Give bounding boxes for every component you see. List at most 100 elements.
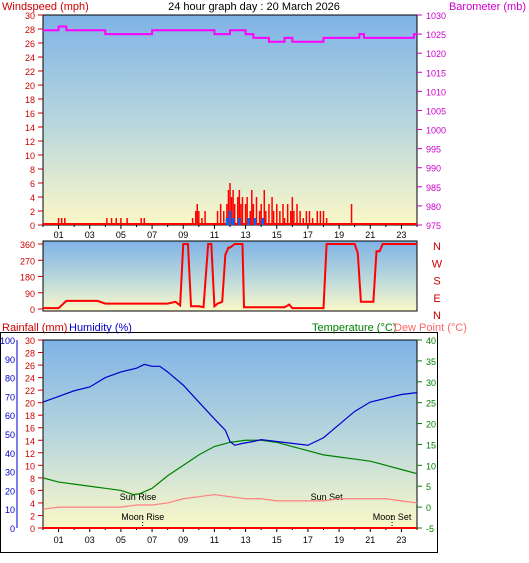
barometer-tick-label: 1015 bbox=[426, 68, 446, 78]
humidity-tick-label: 80 bbox=[5, 374, 15, 384]
sun-annotation: Sun Set bbox=[311, 492, 344, 502]
wind-x-tick-label: 13 bbox=[241, 230, 251, 240]
temp-x-tick-label: 21 bbox=[365, 535, 375, 545]
barometer-tick-label: 995 bbox=[426, 145, 441, 155]
windspeed-tick-label: 20 bbox=[25, 81, 35, 91]
compass-label: N bbox=[433, 241, 441, 253]
humidity-tick-label: 20 bbox=[5, 486, 15, 496]
dewpoint-axis-label: Dew Point (°C) bbox=[394, 322, 467, 334]
temp-x-tick-label: 01 bbox=[54, 535, 64, 545]
rainfall-tick-label: 20 bbox=[25, 399, 35, 409]
humidity-tick-label: 70 bbox=[5, 392, 15, 402]
windspeed-tick-label: 24 bbox=[25, 53, 35, 63]
temp-x-tick-label: 19 bbox=[334, 535, 344, 545]
windspeed-tick-label: 28 bbox=[25, 25, 35, 35]
temp-x-ticks: 01 03 05 07 09 11 13 15 17 19 21 23 bbox=[42, 528, 418, 545]
barometer-tick-label: 985 bbox=[426, 183, 441, 193]
temperature-tick-label: -5 bbox=[426, 524, 434, 534]
compass-label: N bbox=[433, 310, 441, 322]
temp-plot-area bbox=[42, 339, 418, 529]
humidity-tick-label: 60 bbox=[5, 411, 15, 421]
temp-x-tick-label: 13 bbox=[241, 535, 251, 545]
humidity-tick-label: 10 bbox=[5, 505, 15, 515]
temperature-tick-label: 40 bbox=[426, 336, 436, 346]
wind-x-tick-label: 15 bbox=[272, 230, 282, 240]
wind-x-tick-label: 03 bbox=[85, 230, 95, 240]
direction-tick-label: 0 bbox=[30, 305, 35, 315]
humidity-tick-label: 50 bbox=[5, 430, 15, 440]
direction-tick-label: 270 bbox=[20, 256, 35, 266]
direction-series bbox=[43, 243, 417, 310]
windspeed-tick-label: 8 bbox=[30, 165, 35, 175]
temperature-tick-label: 20 bbox=[426, 420, 436, 430]
rainfall-axis-label: Rainfall (mm) bbox=[2, 322, 67, 334]
windspeed-tick-label: 22 bbox=[25, 67, 35, 77]
wind-x-tick-label: 17 bbox=[303, 230, 313, 240]
rainfall-tick-label: 6 bbox=[30, 486, 35, 496]
rainfall-tick-label: 10 bbox=[25, 461, 35, 471]
temperature-tick-label: 30 bbox=[426, 378, 436, 388]
temperature-tick-label: 15 bbox=[426, 440, 436, 450]
barometer-tick-label: 1005 bbox=[426, 106, 446, 116]
windspeed-tick-label: 12 bbox=[25, 137, 35, 147]
compass-label: S bbox=[433, 276, 440, 288]
barometer-tick-label: 980 bbox=[426, 202, 441, 212]
rainfall-tick-label: 30 bbox=[25, 336, 35, 346]
temperature-axis-label: Temperature (°C) bbox=[312, 322, 396, 334]
windspeed-tick-label: 16 bbox=[25, 109, 35, 119]
temp-x-tick-label: 07 bbox=[147, 535, 157, 545]
humidity-ticks: 0 10 20 30 40 50 60 70 80 90 100 bbox=[0, 336, 18, 534]
barometer-axis-label: Barometer (mb) bbox=[449, 1, 526, 13]
wind-x-tick-label: 23 bbox=[396, 230, 406, 240]
direction-tick-label: 360 bbox=[20, 240, 35, 250]
rainfall-tick-label: 16 bbox=[25, 424, 35, 434]
temp-x-tick-label: 17 bbox=[303, 535, 313, 545]
rainfall-tick-label: 18 bbox=[25, 411, 35, 421]
humidity-axis-label: Humidity (%) bbox=[69, 322, 132, 334]
rainfall-tick-label: 22 bbox=[25, 386, 35, 396]
chart-title: 24 hour graph day : 20 March 2026 bbox=[168, 1, 340, 13]
compass-label: E bbox=[433, 293, 440, 305]
temperature-line bbox=[42, 439, 418, 496]
temp-x-tick-label: 05 bbox=[116, 535, 126, 545]
rainfall-tick-label: 4 bbox=[30, 499, 35, 509]
wind-x-tick-label: 01 bbox=[54, 230, 64, 240]
barometer-line bbox=[43, 25, 417, 43]
barometer-tick-label: 1000 bbox=[426, 126, 446, 136]
wind-x-tick-label: 05 bbox=[116, 230, 126, 240]
temperature-tick-label: 0 bbox=[426, 503, 431, 513]
humidity-tick-label: 30 bbox=[5, 468, 15, 478]
temperature-tick-label: 25 bbox=[426, 399, 436, 409]
humidity-tick-label: 40 bbox=[5, 449, 15, 459]
temperature-ticks: -5 0 5 10 15 20 25 30 35 40 bbox=[417, 336, 436, 534]
windspeed-tick-label: 26 bbox=[25, 39, 35, 49]
humidity-tick-label: 90 bbox=[5, 355, 15, 365]
direction-tick-label: 90 bbox=[25, 289, 35, 299]
dewpoint-line bbox=[42, 493, 418, 510]
windspeed-tick-label: 6 bbox=[30, 179, 35, 189]
humidity-tick-label: 100 bbox=[0, 336, 15, 346]
windspeed-tick-label: 10 bbox=[25, 151, 35, 161]
windspeed-axis-label: Windspeed (mph) bbox=[2, 1, 89, 13]
direction-plot-area bbox=[42, 240, 418, 312]
barometer-tick-label: 990 bbox=[426, 164, 441, 174]
wind-x-tick-label: 11 bbox=[210, 230, 219, 240]
compass-label: W bbox=[432, 258, 443, 270]
rainfall-tick-label: 0 bbox=[30, 524, 35, 534]
rainfall-tick-label: 28 bbox=[25, 349, 35, 359]
windspeed-tick-label: 30 bbox=[25, 11, 35, 21]
wind-x-ticks: 01 03 05 07 09 11 13 15 17 19 21 23 bbox=[42, 225, 418, 240]
windspeed-tick-label: 14 bbox=[25, 123, 35, 133]
temperature-tick-label: 35 bbox=[426, 357, 436, 367]
windspeed-tick-label: 2 bbox=[30, 207, 35, 217]
humidity-line bbox=[42, 363, 418, 446]
windspeed-tick-label: 4 bbox=[30, 193, 35, 203]
barometer-ticks: 975 980 985 990 995 1000 1005 1010 1015 1020 1025 1… bbox=[417, 11, 446, 231]
temp-x-tick-label: 09 bbox=[178, 535, 188, 545]
rainfall-tick-label: 14 bbox=[25, 436, 35, 446]
